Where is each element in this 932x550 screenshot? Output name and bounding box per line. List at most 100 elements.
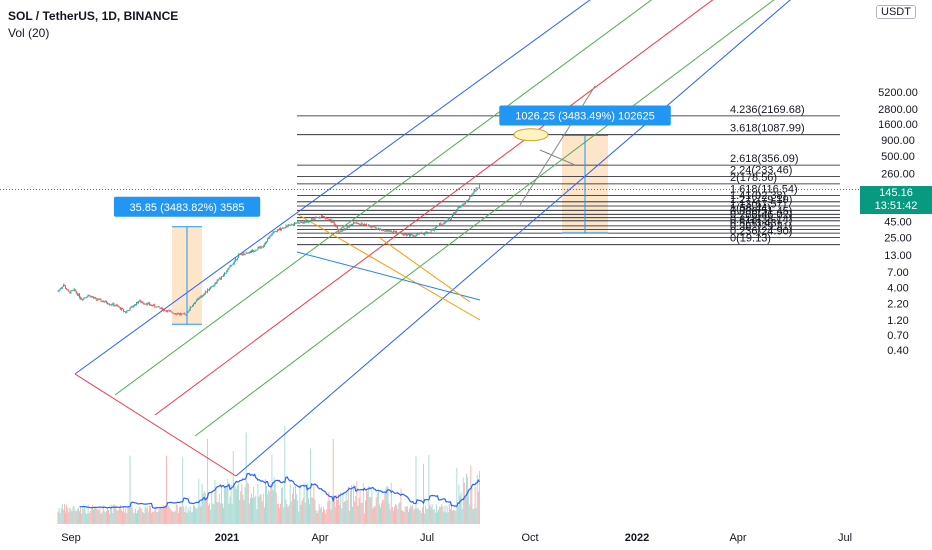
volume-bar — [212, 503, 214, 524]
candle-body — [369, 225, 371, 226]
candle-body — [194, 303, 195, 305]
candle-body — [347, 226, 349, 228]
candle-body — [377, 228, 379, 230]
volume-bar — [138, 509, 140, 524]
channel-line — [379, 237, 471, 303]
volume-bar — [85, 513, 87, 524]
candle-body — [230, 265, 232, 266]
volume-bar — [252, 497, 254, 524]
candle-body — [87, 295, 89, 297]
volume-bar — [391, 507, 393, 524]
candle-body — [91, 296, 93, 298]
volume-bar — [195, 507, 197, 524]
volume-bar — [93, 509, 94, 524]
volume-bar — [453, 509, 455, 524]
volume-bar — [158, 509, 160, 524]
volume-bar — [382, 499, 384, 524]
candle-body — [115, 305, 117, 306]
candle-body — [388, 230, 390, 232]
volume-bar — [196, 508, 198, 524]
volume-bar — [210, 509, 212, 524]
candle-body — [299, 222, 301, 224]
volume-bar — [394, 506, 395, 524]
volume-bar — [145, 508, 147, 524]
volume-bar — [347, 486, 349, 524]
candle-body — [161, 307, 163, 311]
candle-body — [155, 306, 157, 308]
volume-bar — [475, 508, 477, 524]
volume-bar — [459, 495, 461, 524]
candle-body — [341, 230, 343, 232]
fib-level-label: 0.786(46.02) — [730, 209, 792, 221]
volume-bar — [269, 491, 271, 524]
candle-body — [433, 229, 435, 231]
candle-body — [308, 221, 309, 223]
candle-body — [338, 228, 340, 232]
volume-bar — [153, 511, 155, 524]
volume-bar — [335, 495, 337, 524]
volume-bar — [64, 504, 65, 524]
candle-body — [174, 313, 176, 315]
candle-body — [332, 220, 334, 222]
candle-body — [190, 306, 192, 308]
candle-body — [128, 310, 130, 312]
volume-bar — [175, 504, 177, 524]
volume-bar — [256, 509, 258, 524]
candle-body — [466, 201, 467, 203]
candle-body — [313, 219, 315, 220]
candle-body — [222, 275, 223, 277]
time-axis[interactable]: Sep 2021 Apr Jul Oct 2022 Apr Jul — [61, 532, 852, 544]
volume-bar — [413, 510, 415, 524]
volume-bar — [152, 511, 154, 524]
volume-indicator-label[interactable]: Vol (20) — [8, 26, 50, 40]
volume-bar — [155, 506, 157, 524]
volume-bar — [359, 490, 361, 524]
price-axis[interactable]: 5200.00 2800.00 1600.00 900.00 500.00 260.00 1… — [878, 87, 918, 357]
fib-level-label: 0.236(24.90) — [730, 226, 792, 238]
candle-body — [93, 297, 94, 299]
candle-body — [279, 228, 280, 230]
candle-body — [209, 288, 211, 291]
candle-body — [107, 303, 108, 304]
candle-body — [423, 233, 424, 235]
currency-badge[interactable]: USDT — [876, 5, 916, 19]
candle-body — [145, 303, 147, 305]
volume-bar — [111, 504, 113, 524]
volume-bar — [430, 507, 432, 524]
candle-body — [116, 305, 118, 306]
volume-bar — [247, 483, 249, 524]
candle-body — [366, 224, 367, 226]
candle-body — [120, 308, 122, 310]
candle-body — [119, 307, 121, 310]
volume-bar — [452, 510, 453, 524]
volume-bar — [110, 506, 112, 524]
volume-bar — [200, 506, 202, 524]
volume-bar — [231, 503, 233, 524]
candle-body — [225, 273, 227, 274]
candle-body — [473, 190, 475, 194]
candle-body — [84, 297, 86, 299]
candle-body — [298, 223, 300, 224]
volume-bar — [352, 506, 353, 524]
candle-body — [72, 290, 74, 291]
volume-bar — [448, 504, 450, 524]
volume-bar — [322, 512, 323, 524]
volume-bar — [239, 500, 241, 524]
candle-body — [113, 303, 115, 306]
volume-bar — [129, 455, 131, 524]
candle-body — [188, 310, 190, 312]
candle-body — [458, 207, 460, 209]
candle-body — [325, 217, 327, 219]
candle-body — [339, 231, 341, 233]
candle-body — [171, 311, 173, 313]
candle-body — [244, 254, 246, 255]
volume-bar — [339, 504, 341, 524]
volume-bar — [447, 512, 449, 524]
volume-bar — [197, 507, 199, 524]
candle-body — [228, 267, 230, 269]
symbol-title[interactable]: SOL / TetherUS, 1D, BINANCE — [8, 9, 179, 23]
volume-bar — [118, 507, 120, 524]
candle-body — [150, 304, 151, 306]
candle-body — [421, 232, 423, 234]
